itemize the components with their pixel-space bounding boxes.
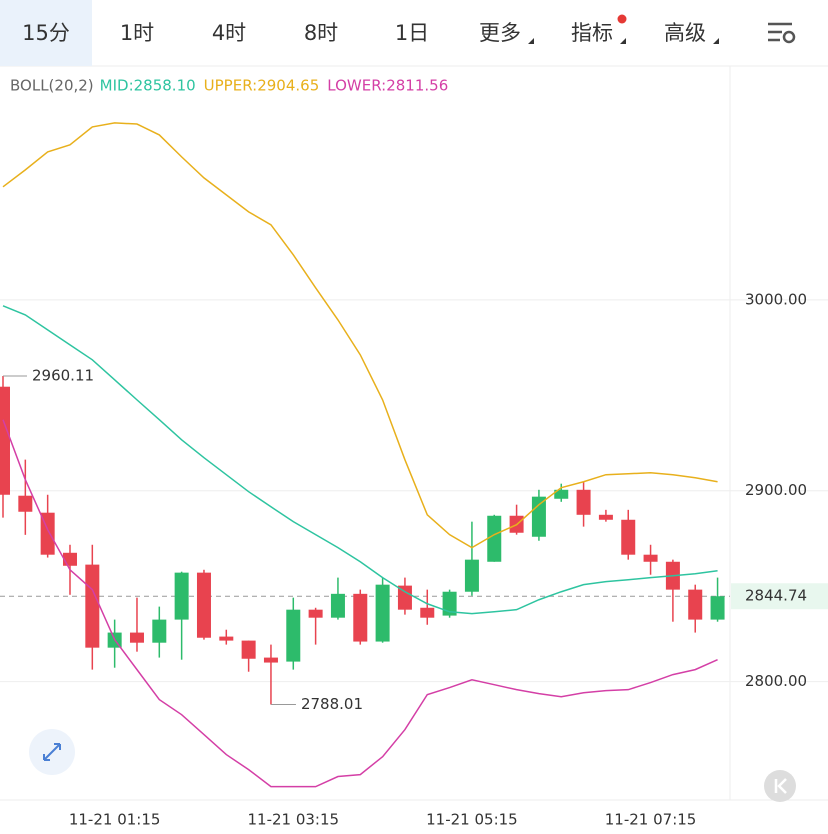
toolbar bbox=[0, 0, 828, 66]
tab[interactable]: 1日 bbox=[395, 21, 429, 45]
candle-body bbox=[330, 593, 345, 618]
candle-body bbox=[219, 636, 234, 641]
y-tick-label: 3000.00 bbox=[745, 290, 807, 308]
candle-body bbox=[241, 640, 256, 659]
tab[interactable]: 更多 bbox=[479, 21, 521, 45]
x-tick-label: 11-21 01:15 bbox=[69, 811, 161, 829]
x-tick-label: 11-21 07:15 bbox=[605, 811, 697, 829]
legend-entry: MID:2858.10 bbox=[100, 77, 196, 95]
candle-body bbox=[554, 489, 569, 499]
legend-entry: UPPER:2904.65 bbox=[204, 77, 320, 95]
candle-body bbox=[487, 515, 502, 562]
candle-body bbox=[621, 519, 636, 555]
tab[interactable]: 指标 bbox=[571, 21, 613, 45]
tab[interactable]: 15分 bbox=[22, 21, 70, 45]
candle-body bbox=[174, 572, 189, 620]
candle-body bbox=[0, 386, 10, 495]
candle-body bbox=[598, 514, 613, 520]
dropdown-arrows bbox=[528, 38, 719, 44]
candle-body bbox=[397, 585, 412, 610]
tab[interactable]: 高级 bbox=[664, 21, 706, 45]
boll-line bbox=[2, 305, 718, 615]
x-tick-label: 11-21 05:15 bbox=[426, 811, 518, 829]
candle-body bbox=[196, 572, 211, 638]
candle-body bbox=[286, 609, 301, 662]
candle-body bbox=[531, 496, 546, 537]
plot bbox=[0, 0, 828, 788]
candle-body bbox=[442, 591, 457, 616]
legend-entry: LOWER:2811.56 bbox=[327, 77, 448, 95]
candle-body bbox=[62, 552, 77, 566]
low-label: 2788.01 bbox=[301, 695, 363, 713]
candle-body bbox=[129, 632, 144, 643]
active-tab-bg bbox=[0, 0, 92, 66]
expand-icon bbox=[43, 743, 61, 761]
candle-body bbox=[576, 489, 591, 515]
indicator-label: BOLL(20,2) bbox=[10, 77, 94, 95]
tab[interactable]: 8时 bbox=[304, 21, 338, 45]
boll-line bbox=[2, 419, 718, 788]
tab[interactable]: 1时 bbox=[120, 21, 154, 45]
candle-body bbox=[18, 495, 33, 512]
candle-body bbox=[85, 564, 100, 648]
tab[interactable]: 4时 bbox=[212, 21, 246, 45]
candle-body bbox=[375, 584, 390, 642]
y-tick-label: 2900.00 bbox=[745, 481, 807, 499]
candle-body bbox=[643, 554, 658, 562]
candle-body bbox=[152, 619, 167, 643]
candle-body bbox=[263, 657, 278, 663]
last-price-tag bbox=[731, 583, 828, 610]
candle-body bbox=[308, 609, 323, 618]
boll-line bbox=[2, 122, 718, 549]
last-price-label: 2844.74 bbox=[745, 587, 807, 605]
candle-body bbox=[710, 596, 725, 620]
settings-icon[interactable] bbox=[768, 22, 796, 44]
x-tick-label: 11-21 03:15 bbox=[247, 811, 339, 829]
high-label: 2960.11 bbox=[32, 366, 94, 384]
y-tick-label: 2800.00 bbox=[745, 672, 807, 690]
collapse-icon bbox=[774, 778, 787, 794]
candle-body bbox=[688, 589, 703, 620]
candle-body bbox=[353, 593, 368, 642]
candle-body bbox=[420, 607, 435, 618]
candle-body bbox=[464, 559, 479, 592]
notify-dot bbox=[617, 14, 627, 24]
